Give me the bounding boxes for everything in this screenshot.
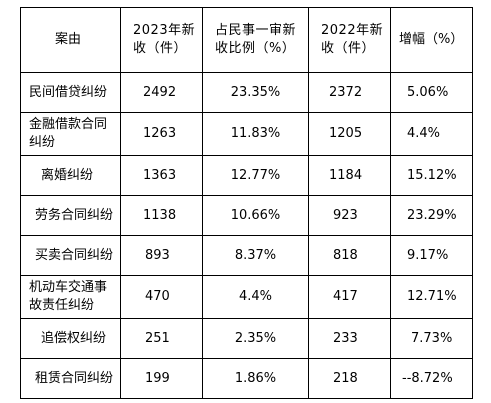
cell-new-2023: 251 [120,318,203,359]
cell-case-type: 买卖合同纠纷 [20,235,121,276]
cell-share: 23.35% [202,72,309,113]
cell-growth: 7.73% [390,318,473,359]
cell-new-2022: 923 [308,195,391,236]
cell-new-2022: 233 [308,318,391,359]
header-share: 占民事一审新收比例（%） [202,7,309,73]
cell-case-type: 离婚纠纷 [20,155,121,196]
table-row: 买卖合同纠纷 893 8.37% 818 9.17% [20,235,473,276]
cell-new-2023: 1263 [120,112,203,156]
table-row: 金融借款合同纠纷 1263 11.83% 1205 4.4% [20,112,473,156]
cell-new-2022: 218 [308,358,391,399]
table-row: 民间借贷纠纷 2492 23.35% 2372 5.06% [20,72,473,113]
cell-new-2022: 1205 [308,112,391,156]
cell-new-2022: 2372 [308,72,391,113]
cell-new-2023: 2492 [120,72,203,113]
table-row: 追偿权纠纷 251 2.35% 233 7.73% [20,318,473,359]
header-growth: 增幅（%） [390,7,473,73]
cell-new-2023: 470 [120,275,203,319]
cell-new-2023: 893 [120,235,203,276]
case-statistics-table: 案由 2023年新收（件） 占民事一审新收比例（%） 2022年新收（件） 增幅… [20,7,473,399]
cell-growth: 9.17% [390,235,473,276]
table-row: 离婚纠纷 1363 12.77% 1184 15.12% [20,155,473,196]
cell-new-2022: 818 [308,235,391,276]
cell-case-type: 租赁合同纠纷 [20,358,121,399]
cell-growth: --8.72% [390,358,473,399]
cell-growth: 15.12% [390,155,473,196]
table-row: 租赁合同纠纷 199 1.86% 218 --8.72% [20,358,473,399]
cell-new-2023: 1138 [120,195,203,236]
cell-new-2023: 199 [120,358,203,399]
header-new-2023: 2023年新收（件） [120,7,203,73]
header-new-2022: 2022年新收（件） [308,7,391,73]
cell-growth: 4.4% [390,112,473,156]
cell-growth: 12.71% [390,275,473,319]
header-case-type: 案由 [20,7,121,73]
cell-share: 2.35% [202,318,309,359]
cell-share: 8.37% [202,235,309,276]
cell-share: 4.4% [202,275,309,319]
table-header-row: 案由 2023年新收（件） 占民事一审新收比例（%） 2022年新收（件） 增幅… [20,7,473,73]
cell-case-type: 劳务合同纠纷 [20,195,121,236]
table-row: 劳务合同纠纷 1138 10.66% 923 23.29% [20,195,473,236]
cell-case-type: 民间借贷纠纷 [20,72,121,113]
cell-share: 1.86% [202,358,309,399]
cell-case-type: 追偿权纠纷 [20,318,121,359]
cell-new-2022: 417 [308,275,391,319]
cell-new-2022: 1184 [308,155,391,196]
cell-growth: 5.06% [390,72,473,113]
cell-share: 12.77% [202,155,309,196]
cell-share: 10.66% [202,195,309,236]
cell-case-type: 机动车交通事故责任纠纷 [20,275,121,319]
cell-growth: 23.29% [390,195,473,236]
table-row: 机动车交通事故责任纠纷 470 4.4% 417 12.71% [20,275,473,319]
cell-new-2023: 1363 [120,155,203,196]
cell-share: 11.83% [202,112,309,156]
cell-case-type: 金融借款合同纠纷 [20,112,121,156]
